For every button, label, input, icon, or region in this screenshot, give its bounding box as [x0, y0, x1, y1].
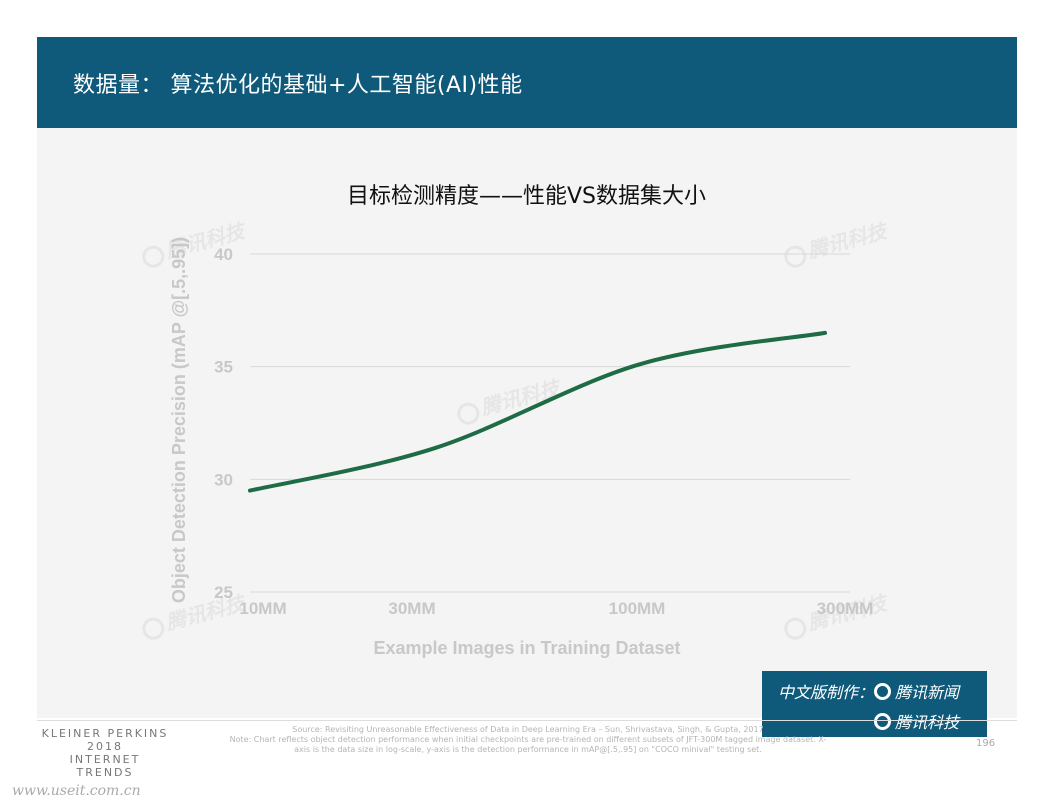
tencent-news-icon [874, 683, 892, 700]
page-number: 196 [976, 738, 996, 749]
y-tick-labels: 25 30 35 40 [214, 245, 233, 602]
y-axis-label: Object Detection Precision (mAP @[.5,.95… [169, 237, 189, 603]
x-tick-label: 100MM [609, 599, 666, 618]
x-axis-label: Example Images in Training Dataset [373, 638, 680, 658]
chart-title: 目标检测精度——性能VS数据集大小 [346, 184, 706, 209]
x-tick-labels: 10MM 30MM 100MM 300MM [239, 599, 873, 618]
footnote: Source: Revisiting Unreasonable Effectiv… [228, 725, 828, 755]
credit-brand-news: 腾讯新闻 [895, 683, 960, 702]
y-tick-label: 25 [214, 583, 233, 602]
x-tick-label: 30MM [388, 599, 435, 618]
footer-divider [37, 720, 1017, 721]
series [248, 330, 827, 493]
slide-background [37, 128, 1017, 718]
credit-box: 中文版制作： 腾讯新闻 腾讯科技 [762, 671, 987, 737]
credit-brand-tech: 腾讯科技 [895, 713, 960, 732]
credit-row-2: 腾讯科技 [874, 709, 959, 733]
page-title: 数据量： 算法优化的基础+人工智能(AI)性能 [73, 73, 523, 98]
brand-name: KLEINER PERKINS [41, 727, 169, 740]
grid-lines [250, 253, 850, 593]
brand-block: KLEINER PERKINS 2018 INTERNET TRENDS [40, 727, 170, 779]
site-watermark: www.useit.com.cn [12, 783, 141, 799]
brand-year: 2018 [87, 740, 123, 753]
tencent-tech-icon [874, 713, 891, 730]
credit-label: 中文版制作： [778, 683, 875, 702]
series-line [248, 330, 827, 493]
x-tick-label: 300MM [817, 599, 874, 618]
y-tick-label: 30 [214, 470, 233, 489]
header-band: 数据量： 算法优化的基础+人工智能(AI)性能 [37, 37, 1017, 128]
source-text: Source: Revisiting Unreasonable Effectiv… [292, 725, 764, 734]
x-tick-label: 10MM [239, 599, 286, 618]
y-tick-label: 40 [214, 245, 233, 264]
y-tick-label: 35 [214, 358, 233, 377]
brand-report: INTERNET TRENDS [69, 753, 141, 779]
credit-row-1: 中文版制作： 腾讯新闻 [778, 679, 959, 703]
note-text: Note: Chart reflects object detection pe… [229, 735, 827, 754]
